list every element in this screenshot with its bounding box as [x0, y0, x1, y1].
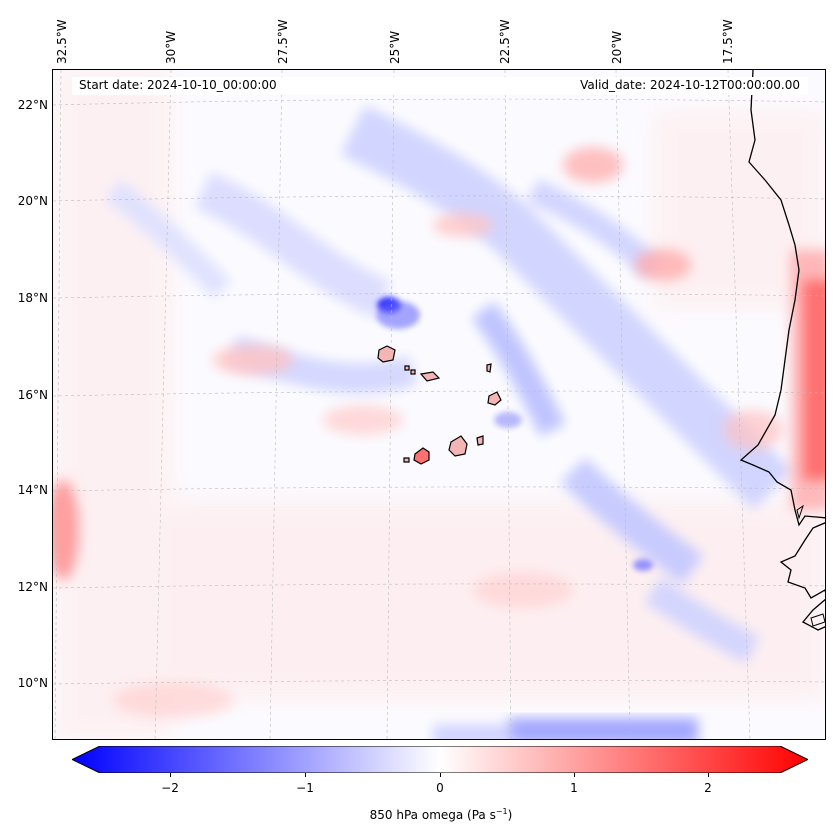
lon-label-17-5w: 17.5°W: [721, 19, 735, 64]
colorbar: [72, 746, 808, 773]
lat-label-18n: 18°N: [17, 291, 48, 305]
lon-label-25w: 25°W: [388, 30, 402, 64]
lat-label-12n: 12°N: [17, 580, 48, 594]
positive-omega-patches: [53, 147, 825, 718]
lon-label-22-5w: 22.5°W: [498, 19, 512, 64]
map-panel: [52, 69, 826, 740]
coast-island-1: [796, 504, 804, 520]
colorbar-tick-1: [574, 773, 575, 777]
lat-label-22n: 22°N: [17, 98, 48, 112]
colorbar-label-m2: −2: [161, 781, 179, 795]
lat-label-14n: 14°N: [17, 483, 48, 497]
africa-coastline: [739, 70, 825, 631]
graticule: [53, 70, 825, 739]
colorbar-label-2: 2: [704, 781, 712, 795]
coast-island-2: [810, 613, 825, 627]
lat-label-20n: 20°N: [17, 194, 48, 208]
colorbar-label-1: 1: [570, 781, 578, 795]
colorbar-tick-2: [708, 773, 709, 777]
colorbar-title: 850 hPa omega (Pa s−1): [369, 807, 513, 822]
colorbar-label-m1: −1: [296, 781, 314, 795]
start-date-label: Start date: 2024-10-10_00:00:00: [79, 78, 277, 92]
omega-field-map: [53, 70, 825, 739]
cape-verde-islands: [377, 345, 502, 465]
colorbar-tick-m1: [305, 773, 306, 777]
lon-label-27-5w: 27.5°W: [276, 19, 290, 64]
colorbar-tick-m2: [170, 773, 171, 777]
date-strip: [72, 77, 808, 95]
lon-label-20w: 20°W: [610, 30, 624, 64]
lon-label-30w: 30°W: [164, 30, 178, 64]
valid-date-label: Valid_date: 2024-10-12T00:00:00.00: [580, 78, 800, 92]
colorbar-tick-0: [440, 773, 441, 777]
lon-label-32-5w: 32.5°W: [55, 19, 69, 64]
lat-label-16n: 16°N: [17, 388, 48, 402]
positive-omega-broad: [53, 70, 825, 739]
southern-ascent-band: [433, 718, 698, 739]
colorbar-label-0: 0: [436, 781, 444, 795]
lat-label-10n: 10°N: [17, 676, 48, 690]
strong-ascent-spot: [376, 297, 653, 571]
negative-omega-bands: [105, 105, 793, 664]
colorbar-gradient: [72, 746, 808, 773]
